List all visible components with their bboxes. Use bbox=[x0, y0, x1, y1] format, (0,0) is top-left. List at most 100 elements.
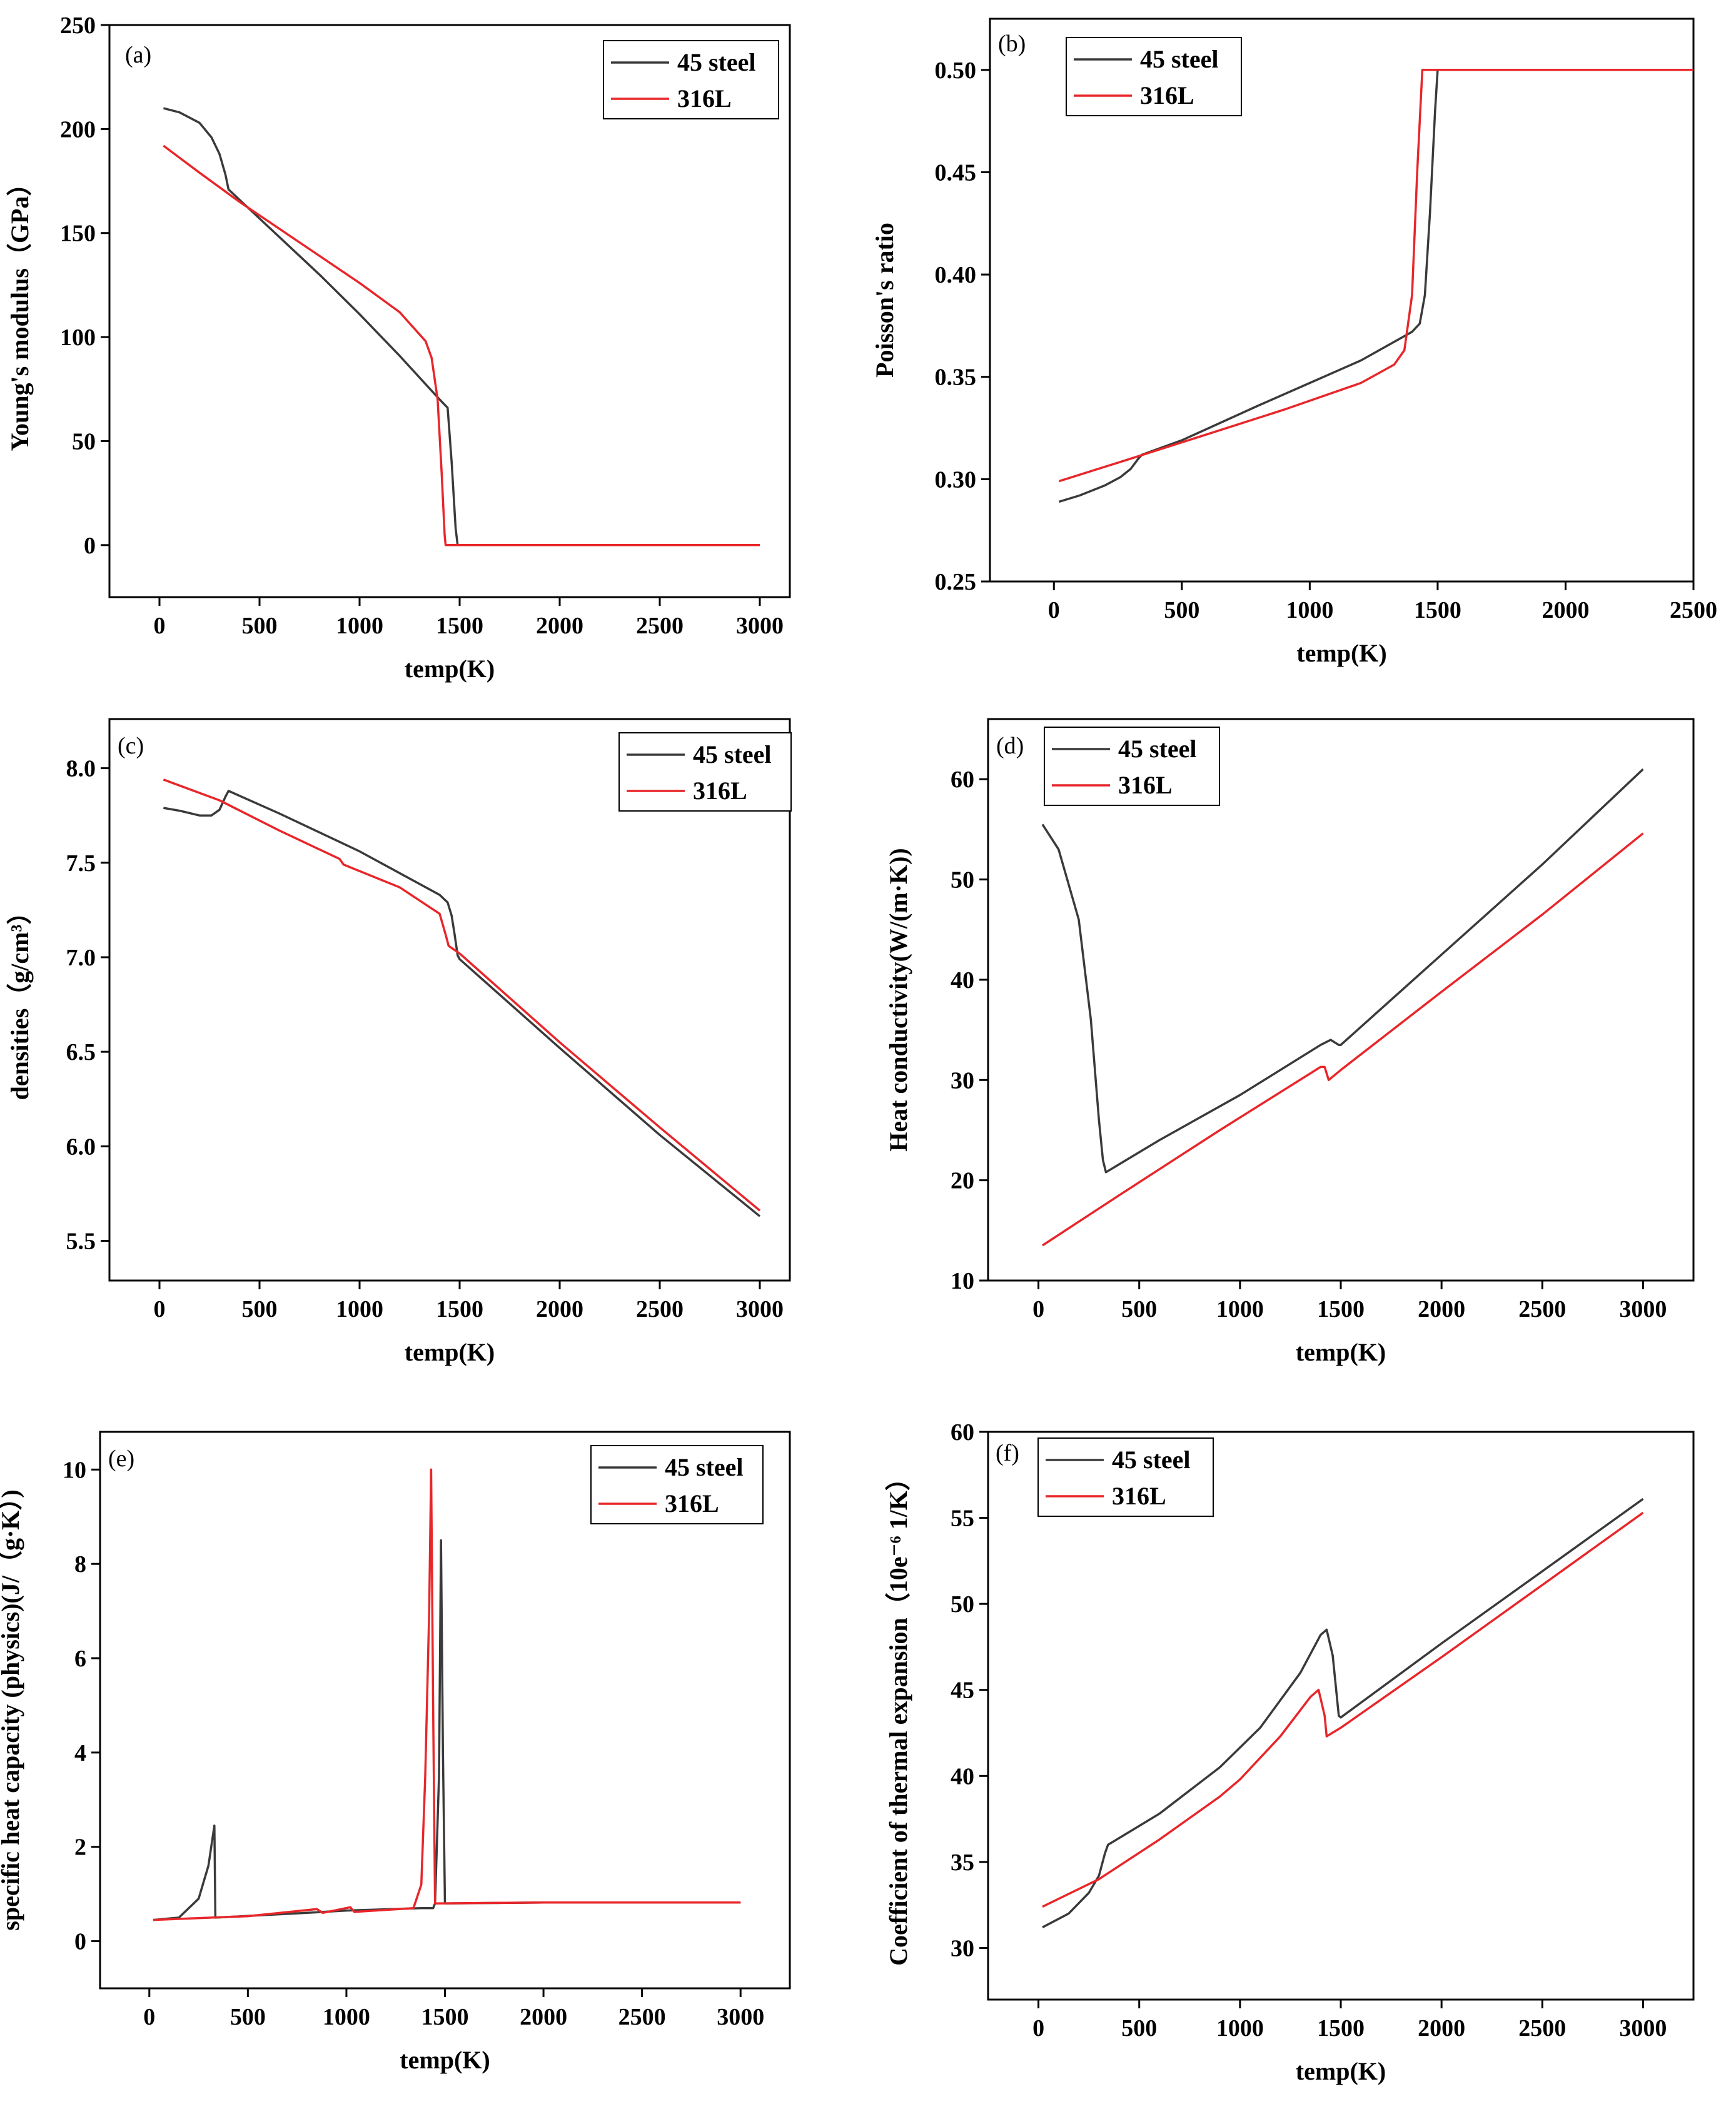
legend-box bbox=[1044, 727, 1220, 806]
x-tick-label: 2500 bbox=[636, 613, 684, 639]
x-tick-label: 1500 bbox=[436, 1296, 483, 1322]
x-tick-label: 2000 bbox=[1418, 2015, 1465, 2041]
legend-label: 316L bbox=[665, 1489, 719, 1518]
x-tick-label: 1000 bbox=[1216, 1296, 1264, 1322]
panel-e: 0 500 1000 1500 2000 2500 3000 0 2 4 6 8 10 temp(K) sp… bbox=[0, 1431, 791, 2074]
panel-label: (c) bbox=[118, 733, 144, 759]
series-line-316L bbox=[153, 1468, 741, 1921]
x-tick-label: 2500 bbox=[618, 2004, 666, 2030]
series-line-316L bbox=[1042, 1511, 1644, 1908]
x-tick-label: 1500 bbox=[1317, 1296, 1365, 1322]
legend-box bbox=[1037, 1437, 1214, 1517]
legend-label: 45 steel bbox=[693, 740, 772, 768]
series-line-45-steel bbox=[1041, 768, 1644, 1174]
x-tick-label: 3000 bbox=[1619, 2015, 1667, 2041]
y-tick-label: 10 bbox=[951, 1268, 974, 1294]
x-tick-label: 2000 bbox=[536, 1296, 583, 1322]
panel-label: (b) bbox=[998, 31, 1026, 57]
x-axis-title: temp(K) bbox=[400, 2046, 490, 2074]
y-tick-label: 0.25 bbox=[935, 569, 977, 595]
x-tick-label: 500 bbox=[1164, 597, 1199, 623]
legend-label: 316L bbox=[677, 84, 732, 113]
x-axis-title: temp(K) bbox=[405, 1338, 495, 1366]
x-tick-label: 2500 bbox=[1670, 597, 1717, 623]
y-tick-label: 40 bbox=[951, 1763, 974, 1789]
y-tick-label: 7.5 bbox=[66, 850, 96, 877]
x-tick-label: 1000 bbox=[336, 1296, 383, 1322]
series-line-316L bbox=[163, 144, 760, 546]
y-tick-label: 7.0 bbox=[66, 945, 96, 971]
panel-b: 0 500 1000 1500 2000 2500 0.25 0.30 0.35 0.40 0.45… bbox=[871, 18, 1717, 667]
x-tick-label: 2000 bbox=[1418, 1296, 1465, 1322]
legend-label: 316L bbox=[693, 777, 747, 805]
x-tick-label: 3000 bbox=[736, 613, 784, 639]
legend-box bbox=[603, 40, 779, 119]
legend-label: 45 steel bbox=[665, 1453, 744, 1481]
x-axis-title: temp(K) bbox=[1296, 639, 1386, 667]
legend-label: 45 steel bbox=[1118, 735, 1197, 763]
panel-label: (f) bbox=[996, 1440, 1019, 1466]
panel-d: 0 500 1000 1500 2000 2500 3000 10 20 30 40 50 60 temp… bbox=[884, 718, 1695, 1366]
plot-frame bbox=[987, 1431, 1695, 2001]
x-tick-label: 0 bbox=[143, 2004, 155, 2030]
x-tick-label: 500 bbox=[1121, 1296, 1157, 1322]
x-tick-label: 1000 bbox=[323, 2004, 370, 2030]
y-tick-label: 0.35 bbox=[935, 365, 977, 391]
panel-label: (a) bbox=[125, 42, 151, 68]
y-axis-title: densities（g/cm³） bbox=[6, 900, 34, 1100]
legend-label: 316L bbox=[1112, 1482, 1166, 1510]
y-tick-label: 200 bbox=[60, 116, 96, 143]
panel-label: (d) bbox=[996, 733, 1024, 759]
legend-label: 45 steel bbox=[677, 48, 756, 76]
x-tick-label: 1000 bbox=[1216, 2015, 1264, 2041]
legend-box bbox=[590, 1445, 764, 1524]
y-tick-label: 4 bbox=[74, 1740, 86, 1766]
y-tick-label: 150 bbox=[60, 221, 96, 247]
y-tick-label: 250 bbox=[60, 13, 96, 39]
x-tick-label: 500 bbox=[242, 613, 278, 639]
y-axis-title: Coefficient of thermal expansion（10e⁻⁶ 1… bbox=[884, 1466, 912, 1966]
series-line-45-steel bbox=[1058, 69, 1693, 503]
legend-label: 316L bbox=[1118, 771, 1173, 799]
y-tick-label: 10 bbox=[63, 1457, 86, 1483]
panel-label: (e) bbox=[108, 1446, 134, 1472]
series-line-316L bbox=[1042, 832, 1644, 1247]
y-axis-title: Poisson's ratio bbox=[871, 223, 899, 378]
x-tick-label: 500 bbox=[1121, 2015, 1157, 2041]
x-tick-label: 2500 bbox=[1518, 1296, 1566, 1322]
y-tick-label: 0.40 bbox=[935, 262, 977, 288]
x-tick-label: 0 bbox=[154, 1296, 166, 1322]
y-axis-title: Young's modulus（GPa） bbox=[6, 171, 34, 451]
x-tick-label: 1500 bbox=[436, 613, 483, 639]
series-line-45-steel bbox=[163, 107, 760, 546]
y-tick-label: 6.0 bbox=[66, 1134, 96, 1160]
y-tick-label: 6 bbox=[74, 1646, 86, 1672]
y-tick-label: 20 bbox=[951, 1168, 974, 1194]
y-tick-label: 8.0 bbox=[66, 756, 96, 782]
legend-label: 45 steel bbox=[1112, 1446, 1191, 1474]
x-tick-label: 2500 bbox=[636, 1296, 684, 1322]
x-axis-title: temp(K) bbox=[405, 655, 495, 683]
legend-label: 316L bbox=[1140, 81, 1194, 109]
panel-a: 0 500 1000 1500 2000 2500 3000 0 50 100 150 200 250 t… bbox=[6, 13, 791, 683]
y-tick-label: 35 bbox=[951, 1850, 974, 1876]
y-tick-label: 0 bbox=[84, 533, 96, 559]
x-tick-label: 2000 bbox=[1542, 597, 1589, 623]
legend-box bbox=[1066, 37, 1242, 116]
x-tick-label: 3000 bbox=[736, 1296, 784, 1322]
plot-frame bbox=[108, 718, 791, 1282]
x-tick-label: 3000 bbox=[717, 2004, 764, 2030]
x-tick-label: 0 bbox=[1032, 2015, 1044, 2041]
x-tick-label: 0 bbox=[1048, 597, 1060, 623]
y-tick-label: 60 bbox=[951, 1419, 974, 1446]
x-tick-label: 500 bbox=[242, 1296, 278, 1322]
y-tick-label: 50 bbox=[951, 1591, 974, 1618]
y-tick-label: 45 bbox=[951, 1678, 974, 1704]
y-tick-label: 30 bbox=[951, 1067, 974, 1094]
x-axis-title: temp(K) bbox=[1296, 1338, 1386, 1366]
plot-frame bbox=[108, 24, 791, 598]
y-tick-label: 8 bbox=[74, 1551, 86, 1578]
y-tick-label: 6.5 bbox=[66, 1039, 96, 1065]
legend-label: 45 steel bbox=[1140, 45, 1219, 73]
